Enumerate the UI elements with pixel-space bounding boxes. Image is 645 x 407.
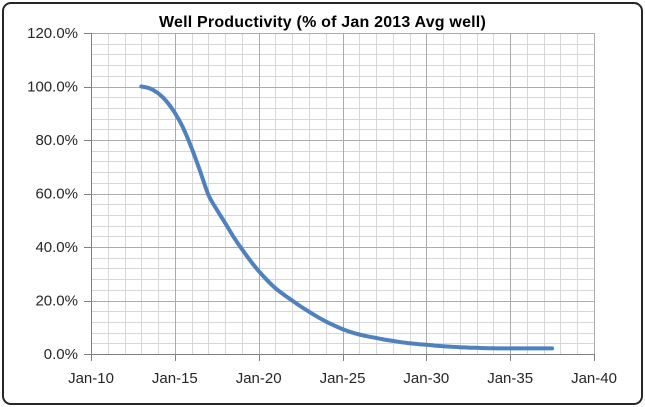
x-tick-label: Jan-40 [571,370,617,387]
chart-title: Well Productivity (% of Jan 2013 Avg wel… [158,14,486,31]
x-tick-label: Jan-35 [487,370,533,387]
x-tick-label: Jan-20 [236,370,282,387]
x-tick-label: Jan-15 [152,370,198,387]
y-tick-label: 120.0% [27,25,78,42]
productivity-curve [139,84,555,351]
y-tick-label: 0.0% [44,346,78,363]
y-tick-label: 100.0% [27,79,78,96]
y-tick-label: 20.0% [35,293,78,310]
y-tick-label: 60.0% [35,186,78,203]
x-tick-label: Jan-25 [320,370,366,387]
x-tick-label: Jan-10 [68,370,114,387]
y-tick-label: 80.0% [35,132,78,149]
x-tick-label: Jan-30 [403,370,449,387]
y-tick-label: 40.0% [35,239,78,256]
